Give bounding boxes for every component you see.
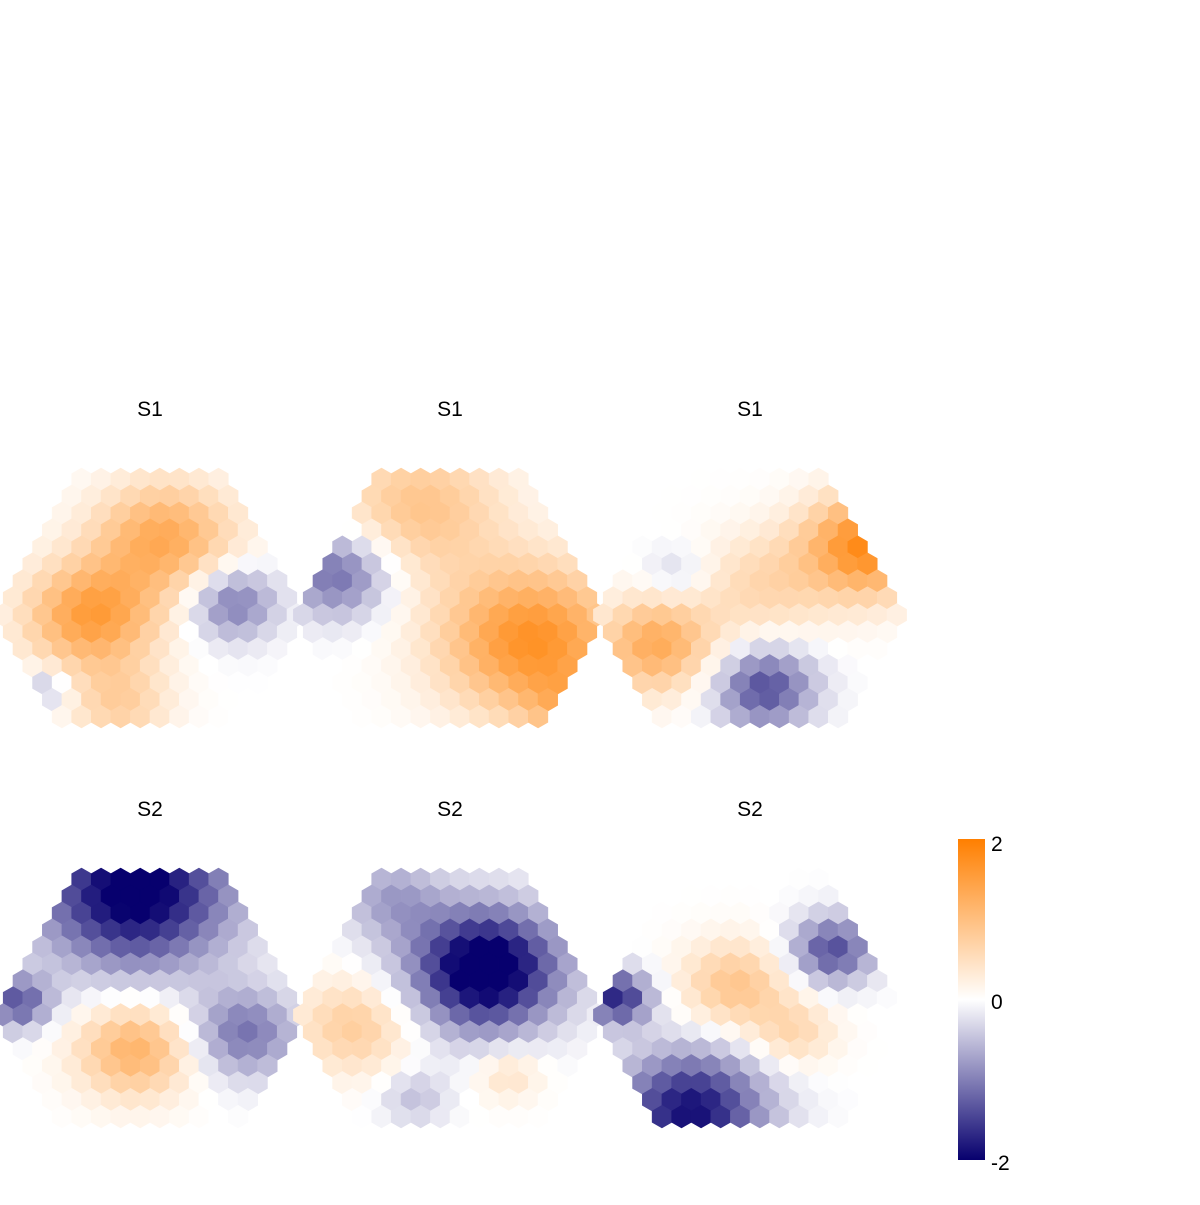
panel-3: S1 (593, 398, 907, 729)
hex-cells (293, 867, 607, 1129)
panel-title: S2 (137, 798, 163, 821)
hex-cells (0, 467, 307, 729)
panel-title: S1 (737, 398, 763, 421)
panel-title: S1 (137, 398, 163, 421)
panel-title: S1 (437, 398, 463, 421)
hex-cell (827, 705, 849, 729)
panel-1: S1 (0, 398, 307, 729)
panel-title: S2 (437, 798, 463, 821)
legend-tick-label-mid: 0 (991, 991, 1003, 1014)
hex-cell (227, 1105, 249, 1129)
panel-6: S2 (593, 798, 907, 1129)
hex-cell (827, 1105, 849, 1129)
hex-cells (593, 867, 907, 1129)
hex-cells (593, 467, 907, 729)
panel-5: S2 (293, 798, 607, 1129)
hex-cell (527, 705, 549, 729)
hex-cell (527, 1105, 549, 1129)
hex-cells (0, 867, 307, 1129)
color-legend: 2 0 -2 (958, 833, 1010, 1175)
panel-title: S2 (737, 798, 763, 821)
panel-2: S1 (293, 398, 607, 729)
hex-cell (227, 705, 249, 729)
panel-4: S2 (0, 798, 307, 1129)
hex-cells (293, 467, 607, 729)
legend-tick-label-min: -2 (991, 1152, 1010, 1175)
legend-tick-label-max: 2 (991, 833, 1003, 856)
